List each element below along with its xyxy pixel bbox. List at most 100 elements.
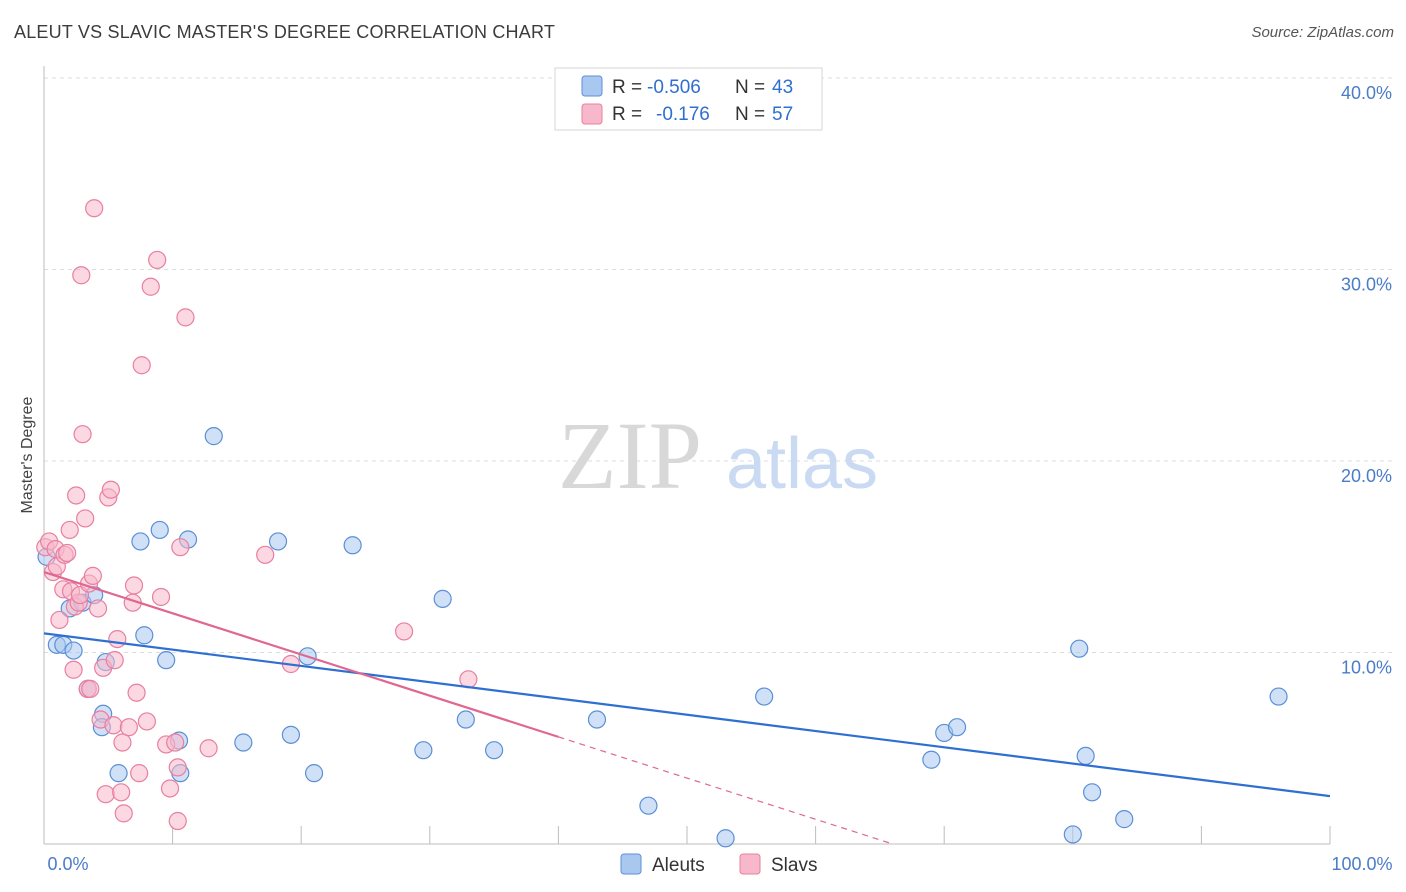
- aleut-point: [109, 764, 128, 783]
- slav-point: [394, 622, 414, 641]
- slav-point: [168, 758, 187, 777]
- legend-r-label-slavs: R =: [612, 104, 642, 125]
- legend-swatch-slavs: [581, 103, 603, 125]
- legend-r-value-slavs: -0.176: [656, 104, 710, 125]
- tick-labels: 10.0% 20.0% 30.0% 40.0% 0.0% 100.0%: [47, 83, 1392, 874]
- y-tick-label: 30.0%: [1341, 275, 1392, 295]
- y-tick-label: 40.0%: [1341, 83, 1392, 103]
- slav-point: [256, 545, 275, 564]
- slav-point: [81, 679, 100, 698]
- bottom-legend-swatch-slavs: [739, 853, 761, 875]
- chart-title: ALEUT VS SLAVIC MASTER'S DEGREE CORRELAT…: [14, 22, 556, 42]
- source-label: Source: ZipAtlas.com: [1251, 24, 1394, 41]
- legend-swatch-aleuts: [581, 75, 603, 97]
- legend-n-value-aleuts: 43: [772, 77, 793, 98]
- watermark-zip: ZIP: [558, 402, 702, 509]
- slav-point: [60, 520, 79, 540]
- aleut-point: [204, 427, 223, 446]
- trend-line-slavs: [43, 571, 559, 738]
- aleut-point: [64, 641, 83, 660]
- slav-point: [114, 804, 133, 823]
- aleut-point: [433, 589, 452, 608]
- aleut-point: [755, 687, 774, 706]
- aleut-point: [922, 750, 941, 769]
- slav-point: [108, 629, 127, 649]
- aleut-point: [485, 741, 504, 760]
- slav-point: [72, 266, 91, 285]
- slav-point: [83, 566, 102, 586]
- slav-point: [58, 543, 77, 563]
- series-legend: Aleuts Slavs: [620, 853, 817, 876]
- slav-point: [73, 425, 92, 444]
- legend-n-label-aleuts: N =: [735, 77, 765, 98]
- bottom-legend-label-aleuts: Aleuts: [652, 855, 705, 876]
- watermark-atlas: atlas: [726, 424, 878, 504]
- legend-n-value-slavs: 57: [772, 104, 793, 125]
- slav-point: [124, 576, 144, 595]
- legend-r-label-aleuts: R =: [612, 77, 642, 98]
- slav-point: [64, 660, 83, 679]
- aleut-point: [456, 710, 475, 729]
- bottom-legend-label-slavs: Slavs: [771, 855, 817, 876]
- slav-point: [113, 733, 132, 752]
- slav-point: [171, 538, 190, 557]
- legend: R = -0.506 N = 43 R = -0.176 N = 57: [554, 67, 823, 131]
- y-axis-label: Master's Degree: [19, 396, 36, 513]
- slav-point: [176, 308, 195, 327]
- bottom-legend-swatch-aleuts: [620, 853, 642, 875]
- aleut-point: [1070, 639, 1089, 658]
- aleut-point: [639, 796, 658, 815]
- slav-point: [166, 733, 185, 752]
- slav-point: [50, 610, 69, 630]
- slav-point: [151, 587, 171, 607]
- legend-n-label-slavs: N =: [735, 104, 765, 125]
- slav-point: [132, 356, 151, 375]
- slav-point: [127, 683, 146, 702]
- slav-point: [199, 739, 218, 758]
- aleut-point: [131, 532, 150, 551]
- aleut-point: [268, 532, 288, 551]
- slav-point: [148, 250, 167, 270]
- slav-point: [130, 764, 149, 783]
- aleut-point: [150, 520, 169, 540]
- aleut-point: [414, 741, 433, 760]
- slav-point: [141, 277, 160, 296]
- aleut-point: [1063, 825, 1082, 844]
- legend-r-value-aleuts: -0.506: [647, 77, 701, 98]
- x-tick-label: 0.0%: [47, 854, 88, 874]
- slav-point: [76, 509, 95, 528]
- y-tick-label: 10.0%: [1341, 658, 1392, 678]
- data-points: [36, 199, 1288, 848]
- x-tick-label: 100.0%: [1331, 854, 1392, 874]
- aleut-point: [947, 718, 967, 737]
- trend-line-extension-slavs: [558, 736, 893, 845]
- aleut-point: [716, 829, 735, 848]
- aleut-point: [343, 536, 362, 555]
- aleut-point: [587, 710, 607, 729]
- slav-point: [96, 785, 115, 804]
- trend-lines: [43, 571, 1331, 845]
- slav-point: [160, 779, 180, 798]
- y-tick-label: 20.0%: [1341, 466, 1392, 486]
- aleut-point: [1115, 810, 1134, 829]
- slav-point: [168, 811, 187, 831]
- slav-point: [88, 599, 108, 618]
- aleut-point: [304, 764, 324, 783]
- aleut-point: [1269, 687, 1288, 706]
- aleut-point: [281, 725, 301, 744]
- slav-point: [101, 480, 120, 499]
- slav-point: [119, 718, 138, 737]
- aleut-point: [1076, 746, 1095, 766]
- watermark: ZIP atlas: [558, 402, 878, 509]
- slav-point: [137, 712, 156, 731]
- aleut-point: [1082, 783, 1102, 802]
- aleut-point: [135, 626, 154, 645]
- slav-point: [112, 783, 131, 802]
- slav-point: [105, 651, 124, 670]
- trend-line-aleuts: [43, 632, 1331, 798]
- gridlines: [44, 77, 1394, 653]
- aleut-point: [234, 733, 253, 752]
- slav-point: [104, 716, 123, 735]
- slav-point: [67, 486, 86, 505]
